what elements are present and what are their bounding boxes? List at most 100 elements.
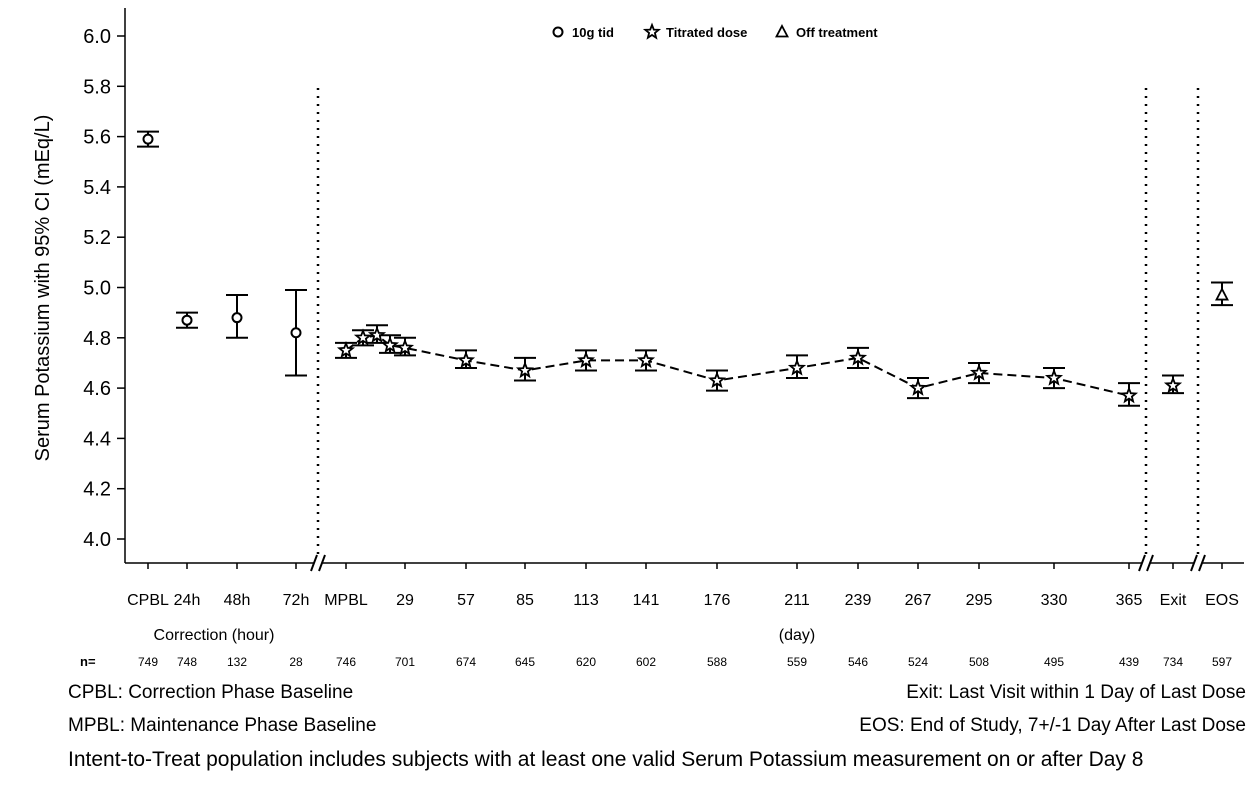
y-tick-label: 4.2 <box>83 479 111 501</box>
data-point <box>353 328 373 346</box>
data-point <box>1119 386 1139 404</box>
axis-break-mark <box>310 554 318 572</box>
axis-labels: Serum Potassium with 95% CI (mEq/L) CPBL 7… <box>32 115 1239 669</box>
y-tick-label: 5.4 <box>83 177 111 199</box>
data-point <box>1044 368 1064 386</box>
data-point <box>576 350 596 369</box>
x-tick-label: 29 <box>396 592 414 609</box>
n-count: 559 <box>787 655 807 669</box>
footnote-eos: EOS: End of Study, 7+/-1 Day After Last … <box>859 715 1246 736</box>
data-point <box>969 363 989 381</box>
data-point <box>367 325 387 343</box>
n-count: 524 <box>908 655 928 669</box>
n-count: 748 <box>177 655 197 669</box>
n-count: 746 <box>336 655 356 669</box>
data-point <box>636 350 656 369</box>
legend-label: Titrated dose <box>666 25 747 40</box>
n-count: 597 <box>1212 655 1232 669</box>
legend-label: Off treatment <box>796 25 878 40</box>
y-tick-label: 4.8 <box>83 328 111 350</box>
data-point <box>181 314 193 326</box>
footnote-itt: Intent-to-Treat population includes subj… <box>68 748 1144 771</box>
data-point <box>142 133 154 145</box>
y-tick-label: 4.6 <box>83 378 111 400</box>
n-count: 749 <box>138 655 158 669</box>
x-tick-label: CPBL <box>127 592 169 609</box>
data-point <box>456 350 476 369</box>
y-axis-label: Serum Potassium with 95% CI (mEq/L) <box>32 115 54 462</box>
y-tick-label: 5.2 <box>83 227 111 249</box>
n-count: 546 <box>848 655 868 669</box>
footnote-mpbl: MPBL: Maintenance Phase Baseline <box>68 715 377 736</box>
legend: 10g tid Titrated dose Off treatment <box>552 22 878 40</box>
n-count: 620 <box>576 655 596 669</box>
data-point <box>1163 376 1183 394</box>
x-tick-label: 295 <box>966 592 993 609</box>
data-point <box>395 338 415 356</box>
data-point <box>336 340 356 358</box>
n-count: 508 <box>969 655 989 669</box>
x-tick-label: 72h <box>283 592 310 609</box>
x-tick-label: 141 <box>633 592 660 609</box>
x-tick-label: 24h <box>174 592 201 609</box>
n-count: 734 <box>1163 655 1183 669</box>
data-point <box>380 335 400 354</box>
x-tick-label: Exit <box>1160 592 1187 609</box>
data-point <box>231 312 243 324</box>
x-tick-label: 365 <box>1116 592 1143 609</box>
n-count: 674 <box>456 655 476 669</box>
legend-label: 10g tid <box>572 25 614 40</box>
maintenance-section-label: (day) <box>779 627 815 644</box>
data-point <box>1215 287 1229 301</box>
axis-break-mark <box>318 554 326 572</box>
data-point <box>787 358 807 376</box>
x-tick-label: 48h <box>224 592 251 609</box>
n-count: 602 <box>636 655 656 669</box>
axis-break-mark <box>1146 554 1154 572</box>
data-point <box>908 378 928 396</box>
n-count: 28 <box>289 655 303 669</box>
n-count: 439 <box>1119 655 1139 669</box>
y-tick-label: 4.4 <box>83 428 111 450</box>
x-tick-label: 85 <box>516 592 534 609</box>
correction-section-label: Correction (hour) <box>154 627 275 644</box>
y-tick-label: 5.6 <box>83 127 111 149</box>
x-tick-label: 113 <box>573 592 599 609</box>
x-tick-label: 239 <box>845 592 872 609</box>
axis-break-mark <box>1138 554 1146 572</box>
x-tick-label: 330 <box>1041 592 1068 609</box>
titrated-trend-line <box>345 334 1130 397</box>
phase-dividers <box>316 88 1200 557</box>
axis-break-mark <box>1190 554 1198 572</box>
chart-axes: 4.0 4.2 4.4 4.6 4.8 5.0 5.2 5.4 5.6 5.8 6.0 <box>83 8 1244 572</box>
y-tick-label: 5.0 <box>83 278 111 300</box>
x-tick-label: MPBL <box>324 592 368 609</box>
n-count: 645 <box>515 655 535 669</box>
y-tick-label: 5.8 <box>83 76 111 98</box>
n-count: 588 <box>707 655 727 669</box>
data-marks <box>137 130 1233 407</box>
legend-marker-circle <box>552 26 564 38</box>
x-tick-label: 57 <box>457 592 475 609</box>
y-tick-label: 4.0 <box>83 529 111 551</box>
data-point <box>707 371 727 389</box>
potassium-chart: 4.0 4.2 4.4 4.6 4.8 5.0 5.2 5.4 5.6 5.8 6.0 Serum … <box>32 8 1244 669</box>
data-point <box>290 327 302 339</box>
n-label: n= <box>80 654 96 669</box>
legend-marker-triangle <box>775 24 789 38</box>
n-count: 132 <box>227 655 247 669</box>
y-tick-label: 6.0 <box>83 26 111 48</box>
x-tick-label: 211 <box>784 592 810 609</box>
legend-marker-star <box>642 22 662 40</box>
x-tick-label: 176 <box>704 592 731 609</box>
x-tick-label: 267 <box>905 592 932 609</box>
footnote-cpbl: CPBL: Correction Phase Baseline <box>68 682 354 703</box>
axis-break-mark <box>1198 554 1206 572</box>
footnote-exit: Exit: Last Visit within 1 Day of Last Do… <box>906 682 1246 703</box>
n-count: 495 <box>1044 655 1064 669</box>
data-point <box>848 348 868 366</box>
x-tick-label: EOS <box>1205 592 1239 609</box>
data-point <box>515 361 535 379</box>
n-count: 701 <box>395 655 415 669</box>
trend-line <box>345 334 1130 397</box>
